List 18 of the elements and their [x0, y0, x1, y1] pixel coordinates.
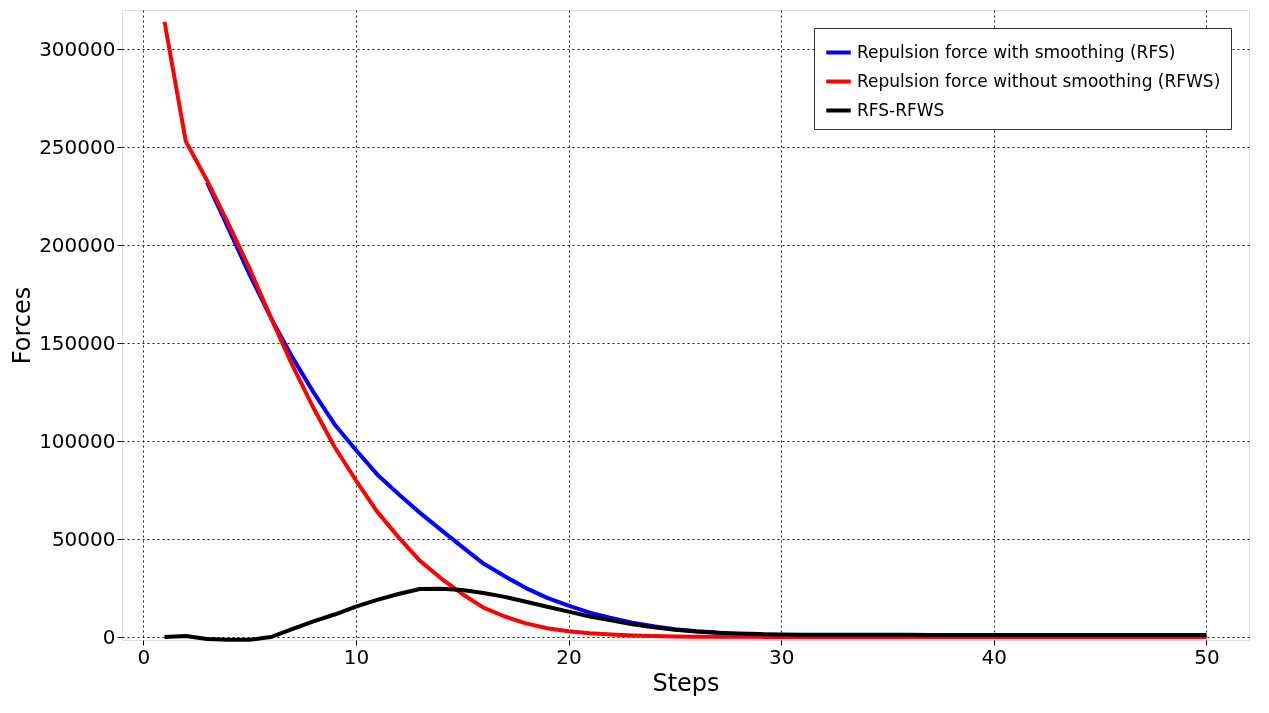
y-tick-label: 150000: [39, 330, 116, 355]
x-axis-title: Steps: [652, 668, 720, 697]
y-tick-label: 200000: [39, 232, 116, 257]
x-tick-label: 10: [343, 644, 370, 669]
x-tick-label: 40: [981, 644, 1008, 669]
y-tick-label: 100000: [39, 428, 116, 453]
x-tick-label: 50: [1194, 644, 1220, 669]
x-tick-label: 30: [768, 644, 795, 669]
x-tick-label: 20: [556, 644, 582, 669]
y-axis-title: Forces: [8, 286, 37, 365]
x-tick-label: 0: [137, 644, 151, 669]
legend-label: Repulsion force with smoothing (RFS): [857, 41, 1176, 62]
y-tick-label: 300000: [39, 36, 116, 61]
y-tick-label: 250000: [39, 134, 116, 159]
legend-label: Repulsion force without smoothing (RFWS): [857, 70, 1221, 91]
y-tick-label: 50000: [51, 526, 116, 551]
legend-label: RFS-RFWS: [857, 99, 945, 120]
y-tick-label: 0: [102, 624, 116, 649]
